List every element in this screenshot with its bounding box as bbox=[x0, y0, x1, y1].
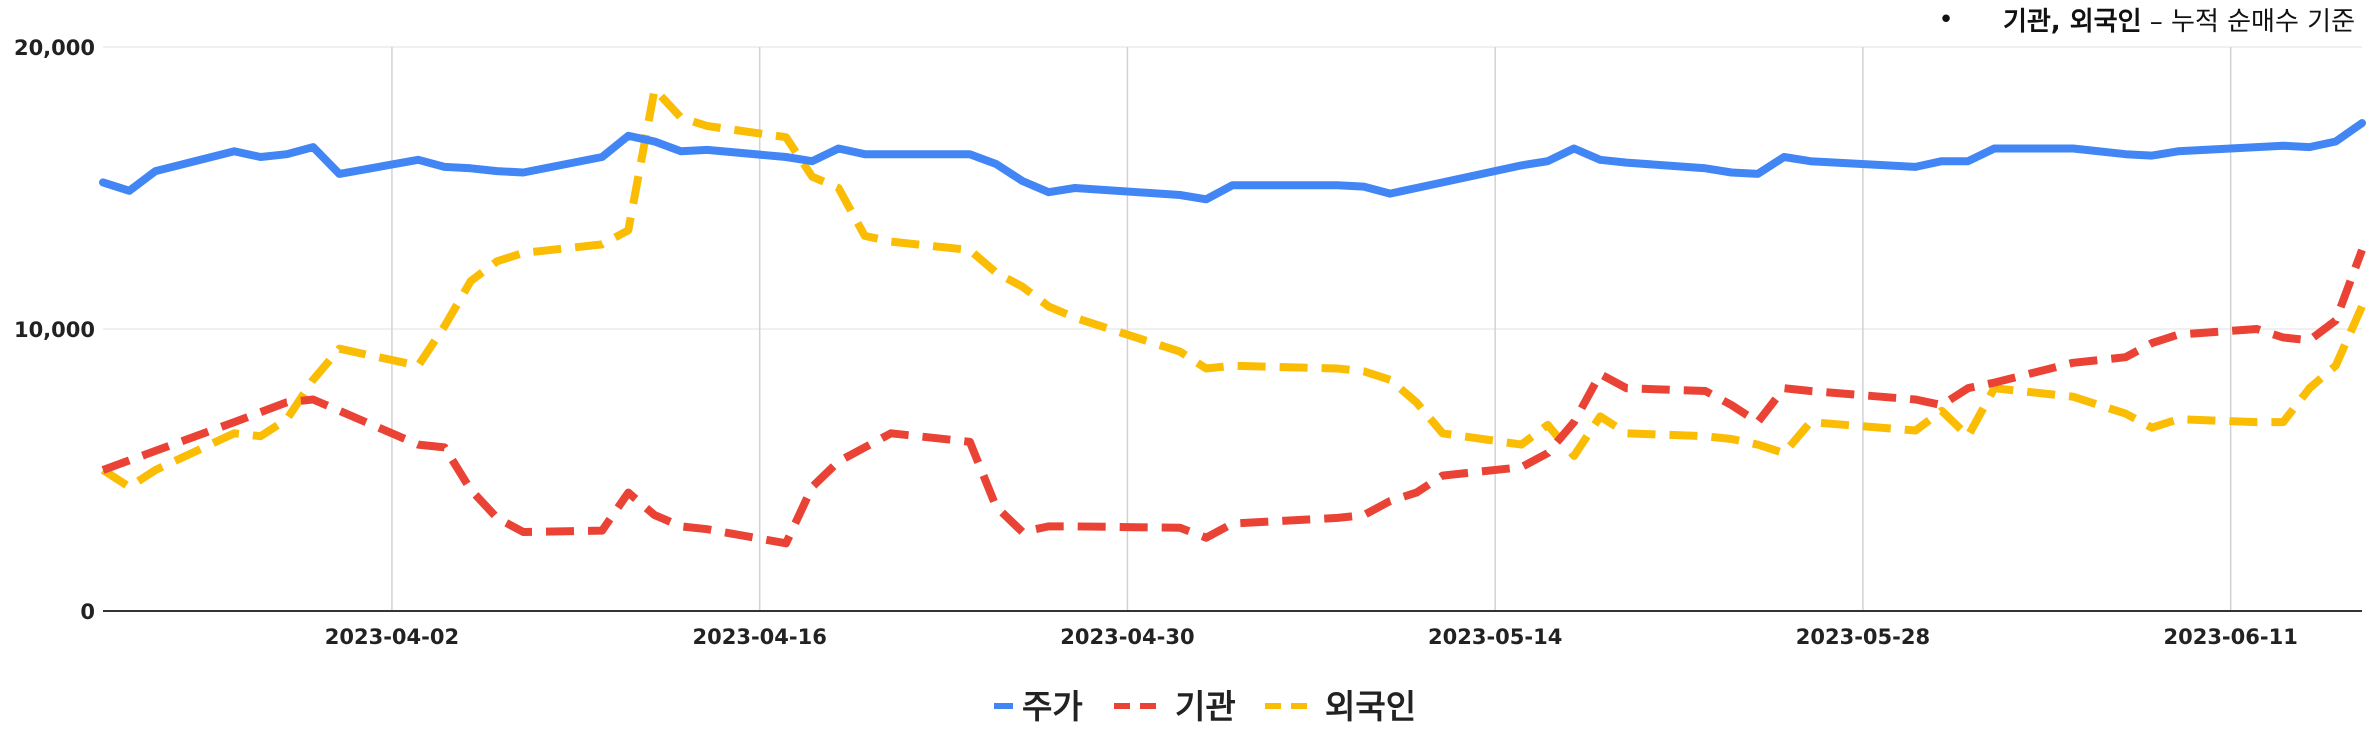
note-text: 기관, 외국인 – 누적 순매수 기준 bbox=[2003, 7, 2355, 37]
series-line-2 bbox=[100, 85, 2366, 491]
note-plain-text: – 누적 순매수 기준 bbox=[2142, 7, 2356, 37]
legend-label-institution: 기관 bbox=[1175, 687, 1236, 726]
legend-label-foreigner: 외국인 bbox=[1325, 687, 1416, 726]
x-tick-label: 2023-06-11 bbox=[2163, 625, 2297, 649]
legend-label-stock-price: 주가 bbox=[1022, 687, 1083, 726]
legend-item-stock-price: 주가 bbox=[994, 687, 1083, 726]
note-bullet: • bbox=[1938, 5, 1953, 35]
axis-layer: 0 10,000 20,000 2023-04-02 2023-04-16 2023-04… bbox=[14, 36, 2362, 649]
x-tick-label: 2023-05-14 bbox=[1428, 625, 1562, 649]
note-bold-text: 기관, 외국인 bbox=[2003, 7, 2142, 37]
y-tick-label: 20,000 bbox=[14, 36, 95, 60]
legend-item-foreigner: 외국인 bbox=[1265, 687, 1416, 726]
x-tick-label: 2023-04-30 bbox=[1060, 625, 1194, 649]
legend-item-institution: 기관 bbox=[1114, 687, 1236, 726]
series-line-1 bbox=[101, 248, 2366, 548]
y-tick-label: 0 bbox=[80, 600, 95, 624]
grid-layer bbox=[103, 46, 2362, 611]
y-tick-label: 10,000 bbox=[14, 318, 95, 342]
chart-note: • 기관, 외국인 – 누적 순매수 기준 bbox=[1938, 5, 2355, 37]
series-layer bbox=[99, 85, 2366, 548]
x-tick-label: 2023-04-02 bbox=[325, 625, 459, 649]
legend: 주가 기관 외국인 bbox=[994, 687, 1416, 726]
x-tick-label: 2023-04-16 bbox=[693, 625, 827, 649]
x-tick-label: 2023-05-28 bbox=[1796, 625, 1930, 649]
series-line-0 bbox=[99, 119, 2366, 204]
